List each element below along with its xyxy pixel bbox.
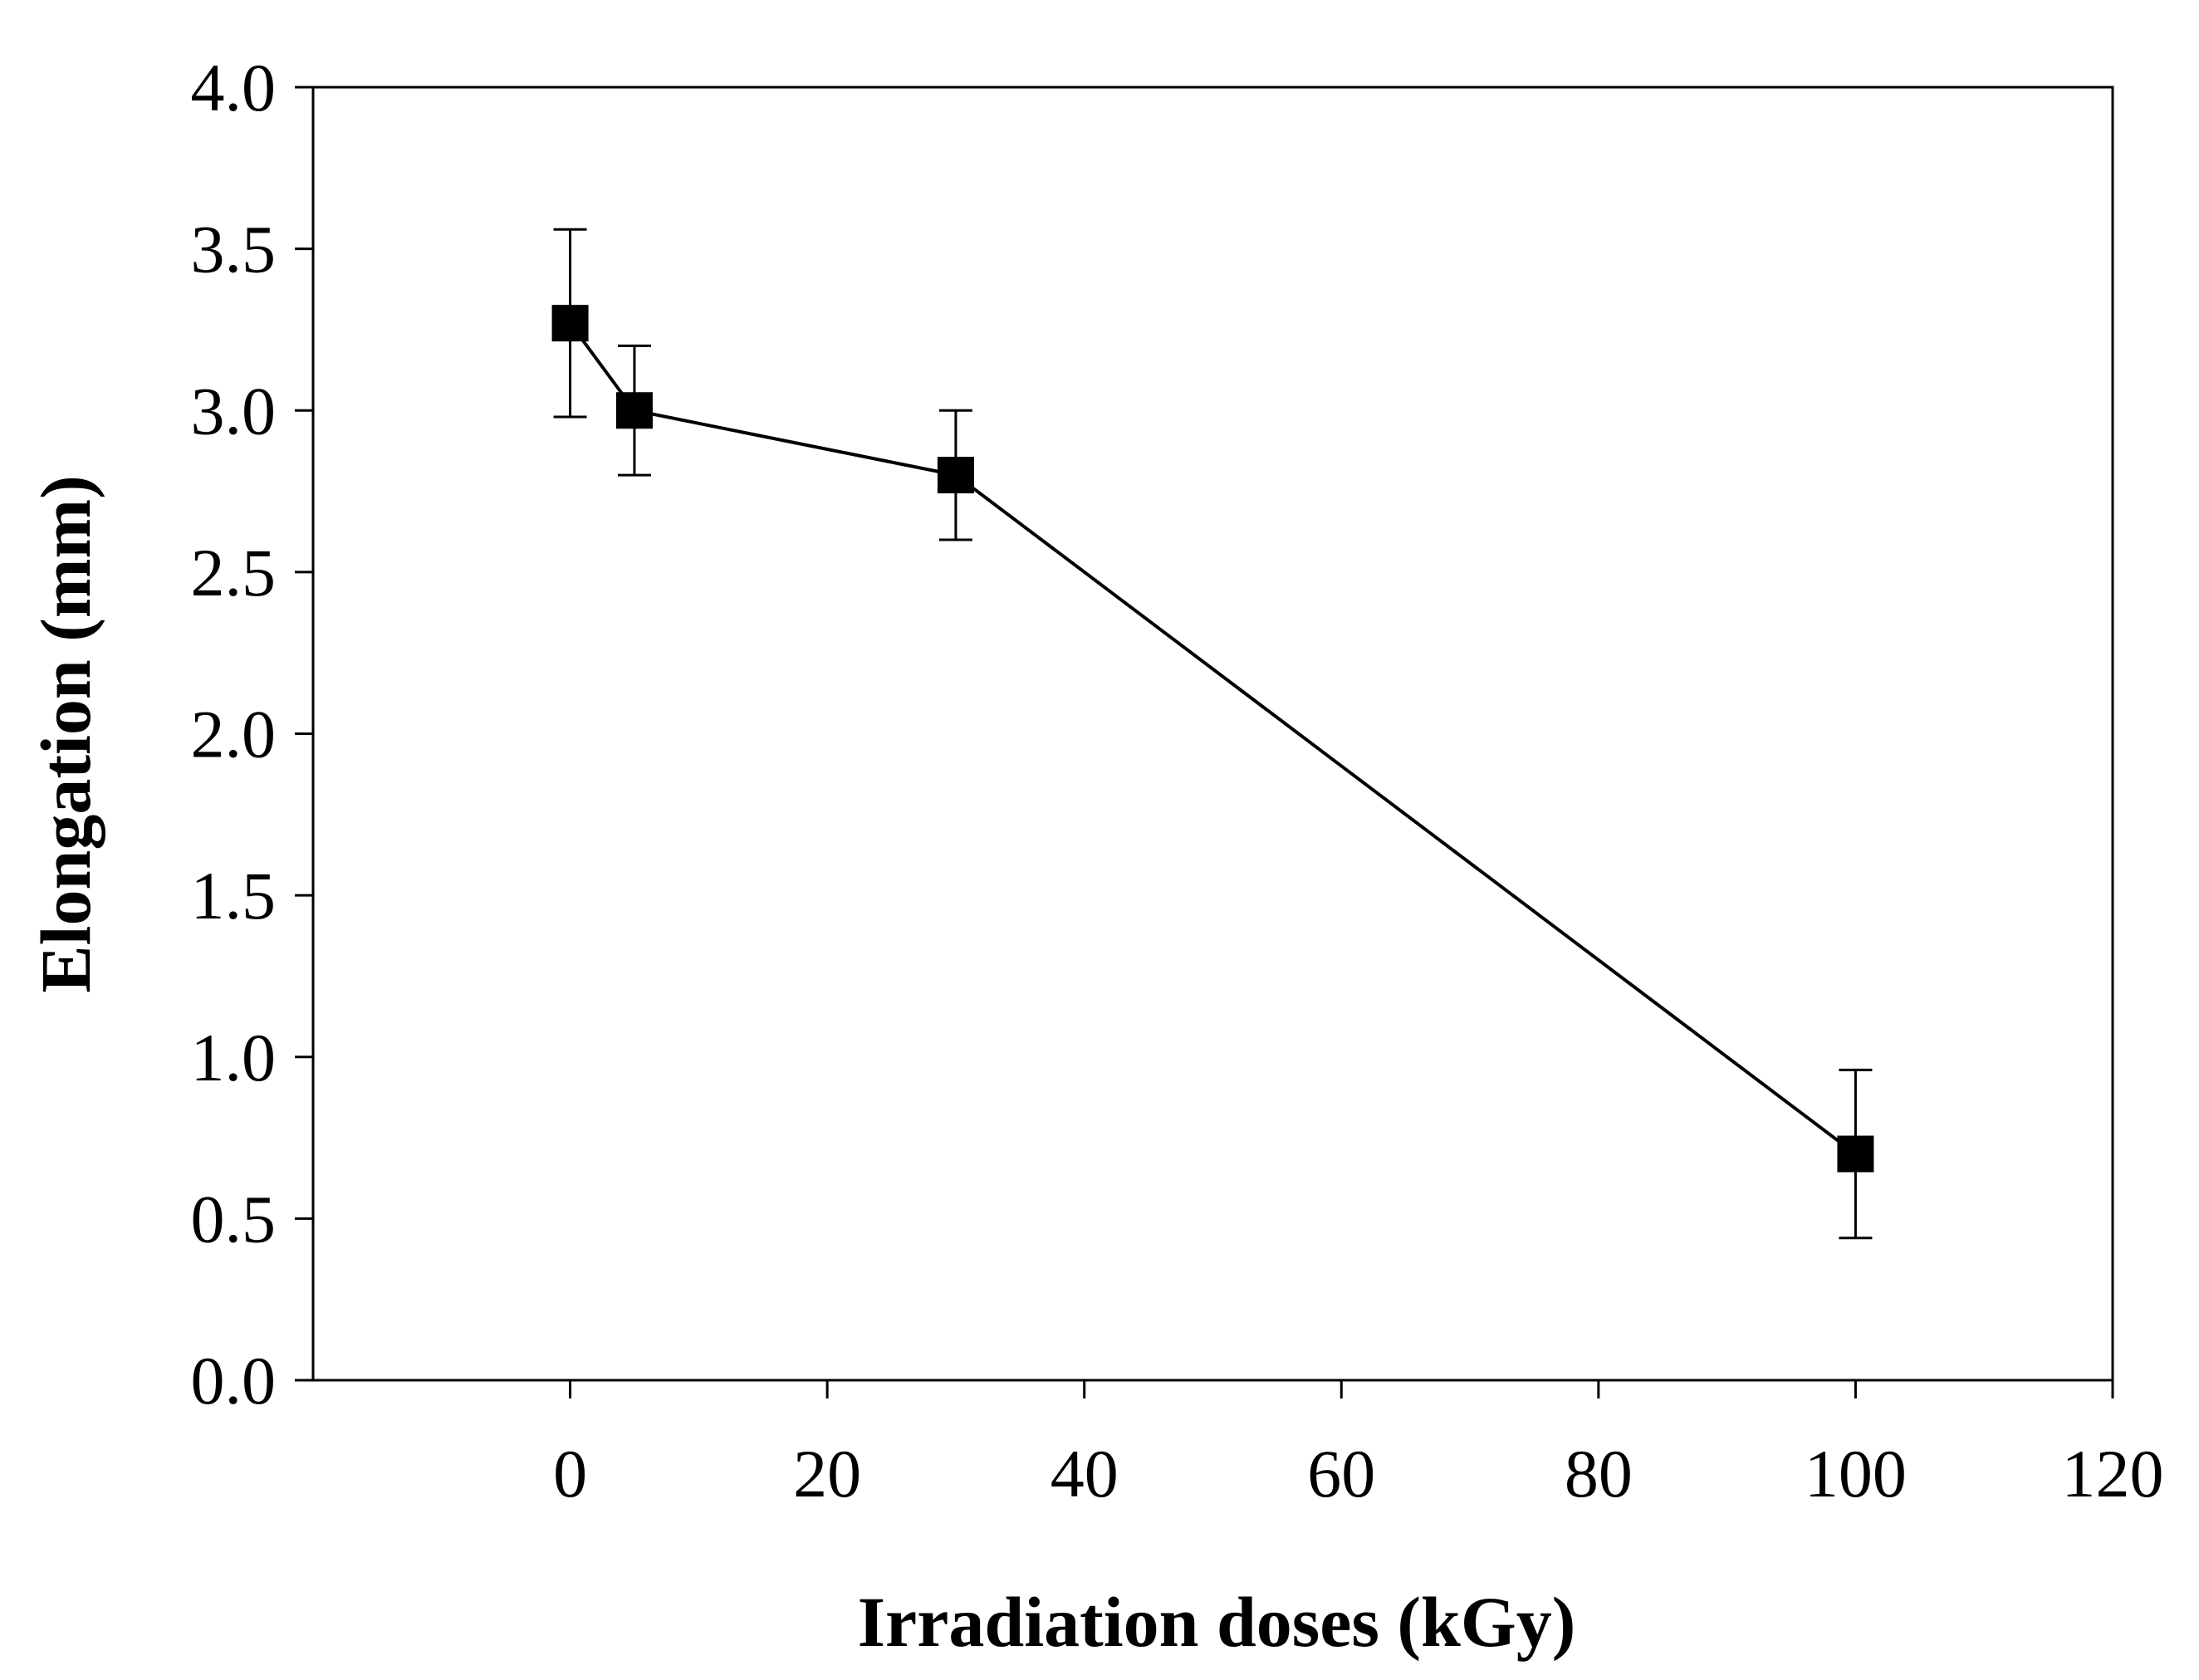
x-axis-ticks: 0 20 40 60 80 100 120	[553, 1380, 2164, 1511]
x-axis-title: Irradiation doses (kGy)	[858, 1582, 1576, 1662]
x-tick-label: 0	[553, 1436, 587, 1511]
x-tick-label: 120	[2062, 1436, 2164, 1511]
y-tick-label: 2.5	[191, 535, 277, 610]
series-layer	[551, 228, 1874, 1240]
x-tick-label: 100	[1805, 1436, 1907, 1511]
y-tick-label: 2.0	[191, 697, 277, 772]
y-tick-label: 0.5	[191, 1181, 277, 1256]
x-tick-label: 60	[1307, 1436, 1375, 1511]
x-tick-label: 80	[1565, 1436, 1633, 1511]
series-line	[568, 321, 1857, 1156]
y-tick-label: 3.0	[191, 373, 277, 448]
plot-frame	[311, 86, 2114, 1382]
y-tick-label: 1.5	[191, 858, 277, 933]
y-tick-label: 3.5	[191, 212, 277, 287]
x-tick-label: 40	[1051, 1436, 1119, 1511]
y-axis-title: Elongation (mm)	[26, 475, 105, 993]
y-tick-label: 1.0	[191, 1020, 277, 1095]
y-axis-ticks: 0.0 0.5 1.0 1.5 2.0 2.5 3.0 3.5 4.0	[191, 50, 313, 1418]
data-point	[937, 457, 974, 494]
data-point	[1837, 1135, 1874, 1173]
data-point	[551, 305, 589, 342]
x-tick-label: 20	[793, 1436, 861, 1511]
y-tick-label: 4.0	[191, 50, 277, 125]
y-tick-label: 0.0	[191, 1343, 277, 1418]
data-point	[615, 392, 653, 429]
